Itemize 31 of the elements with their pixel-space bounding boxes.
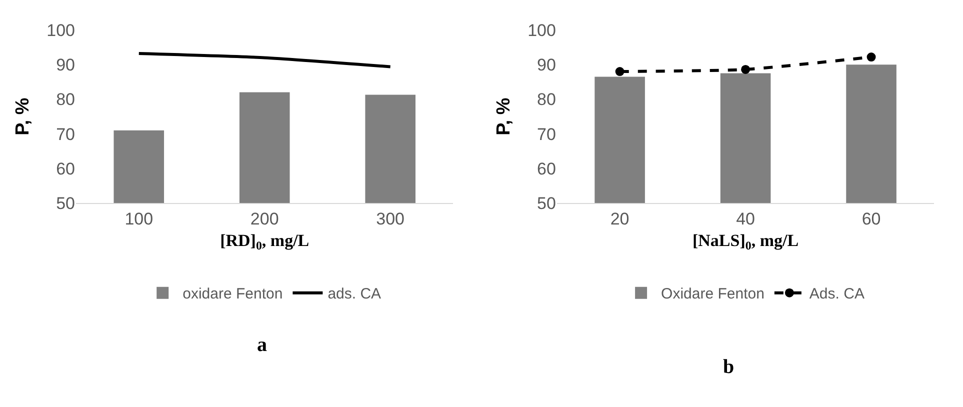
y-tick-label: 70	[56, 124, 76, 144]
x-axis-title: [NaLS]$_{0}$, mg/L	[692, 230, 799, 252]
x-tick-label: 60	[862, 209, 881, 228]
y-tick-label: 100	[46, 20, 76, 40]
text: b	[723, 356, 734, 378]
x-tick-label: 20	[610, 209, 630, 228]
legend-label: ads. CA	[328, 286, 382, 303]
x-tick-label: 200	[250, 209, 279, 228]
x-axis-title: [RD]$_{0}$, mg/L	[220, 230, 310, 252]
x-tick-label: 300	[376, 209, 405, 228]
y-axis-title: P, %	[12, 98, 34, 136]
y-tick-label: 50	[56, 194, 76, 213]
point	[866, 52, 876, 62]
y-tick-label: 60	[56, 159, 76, 178]
x-tick-label: 40	[736, 209, 755, 228]
text: a	[257, 334, 267, 356]
point	[615, 67, 624, 76]
x-tick-label: 100	[124, 209, 154, 228]
y-tick-label: 80	[537, 90, 556, 110]
point	[741, 64, 750, 74]
y-tick-label: 70	[537, 124, 556, 144]
y-tick-label: 80	[56, 90, 76, 110]
y-tick-label: 100	[528, 20, 556, 40]
legend-label: Oxidare Fenton	[661, 286, 764, 303]
y-axis-title: P, %	[493, 98, 514, 136]
y-tick-label: 90	[537, 56, 556, 75]
legend-label: oxidare Fenton	[182, 286, 283, 303]
y-tick-label: 50	[537, 194, 556, 213]
y-tick-label: 60	[537, 159, 556, 178]
legend-label: Ads. CA	[809, 286, 864, 303]
y-tick-label: 90	[56, 56, 76, 75]
